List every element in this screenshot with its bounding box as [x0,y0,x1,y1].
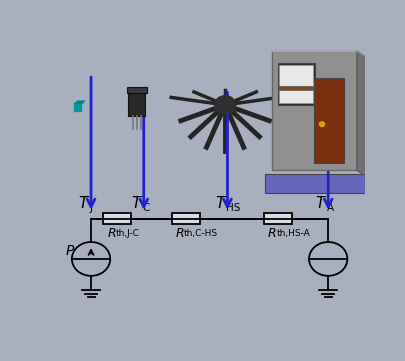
Text: th,HS-A: th,HS-A [275,229,309,238]
Text: T: T [131,196,140,211]
Polygon shape [356,51,368,178]
Bar [277,62,314,105]
Text: P: P [66,244,74,258]
Bar [128,93,145,117]
Bar [279,65,313,103]
Polygon shape [265,174,364,193]
Text: J: J [89,204,92,213]
Bar [271,51,356,170]
Bar [313,78,343,163]
Polygon shape [74,104,81,111]
Text: T: T [214,196,224,211]
Bar [103,213,131,224]
Text: R: R [107,227,115,240]
Text: th,J-C: th,J-C [115,229,139,238]
Circle shape [214,96,235,114]
Text: T: T [79,196,88,211]
Circle shape [319,122,324,126]
Text: T: T [315,196,324,211]
Polygon shape [74,101,85,104]
Bar [279,86,313,90]
Bar [171,213,199,224]
Text: R: R [175,227,183,240]
Bar [263,213,291,224]
Text: th,C-HS: th,C-HS [183,229,217,238]
Text: A: A [326,204,333,213]
Text: C: C [142,204,149,213]
Text: HS: HS [225,204,240,213]
Text: R: R [267,227,275,240]
Bar [126,87,147,93]
